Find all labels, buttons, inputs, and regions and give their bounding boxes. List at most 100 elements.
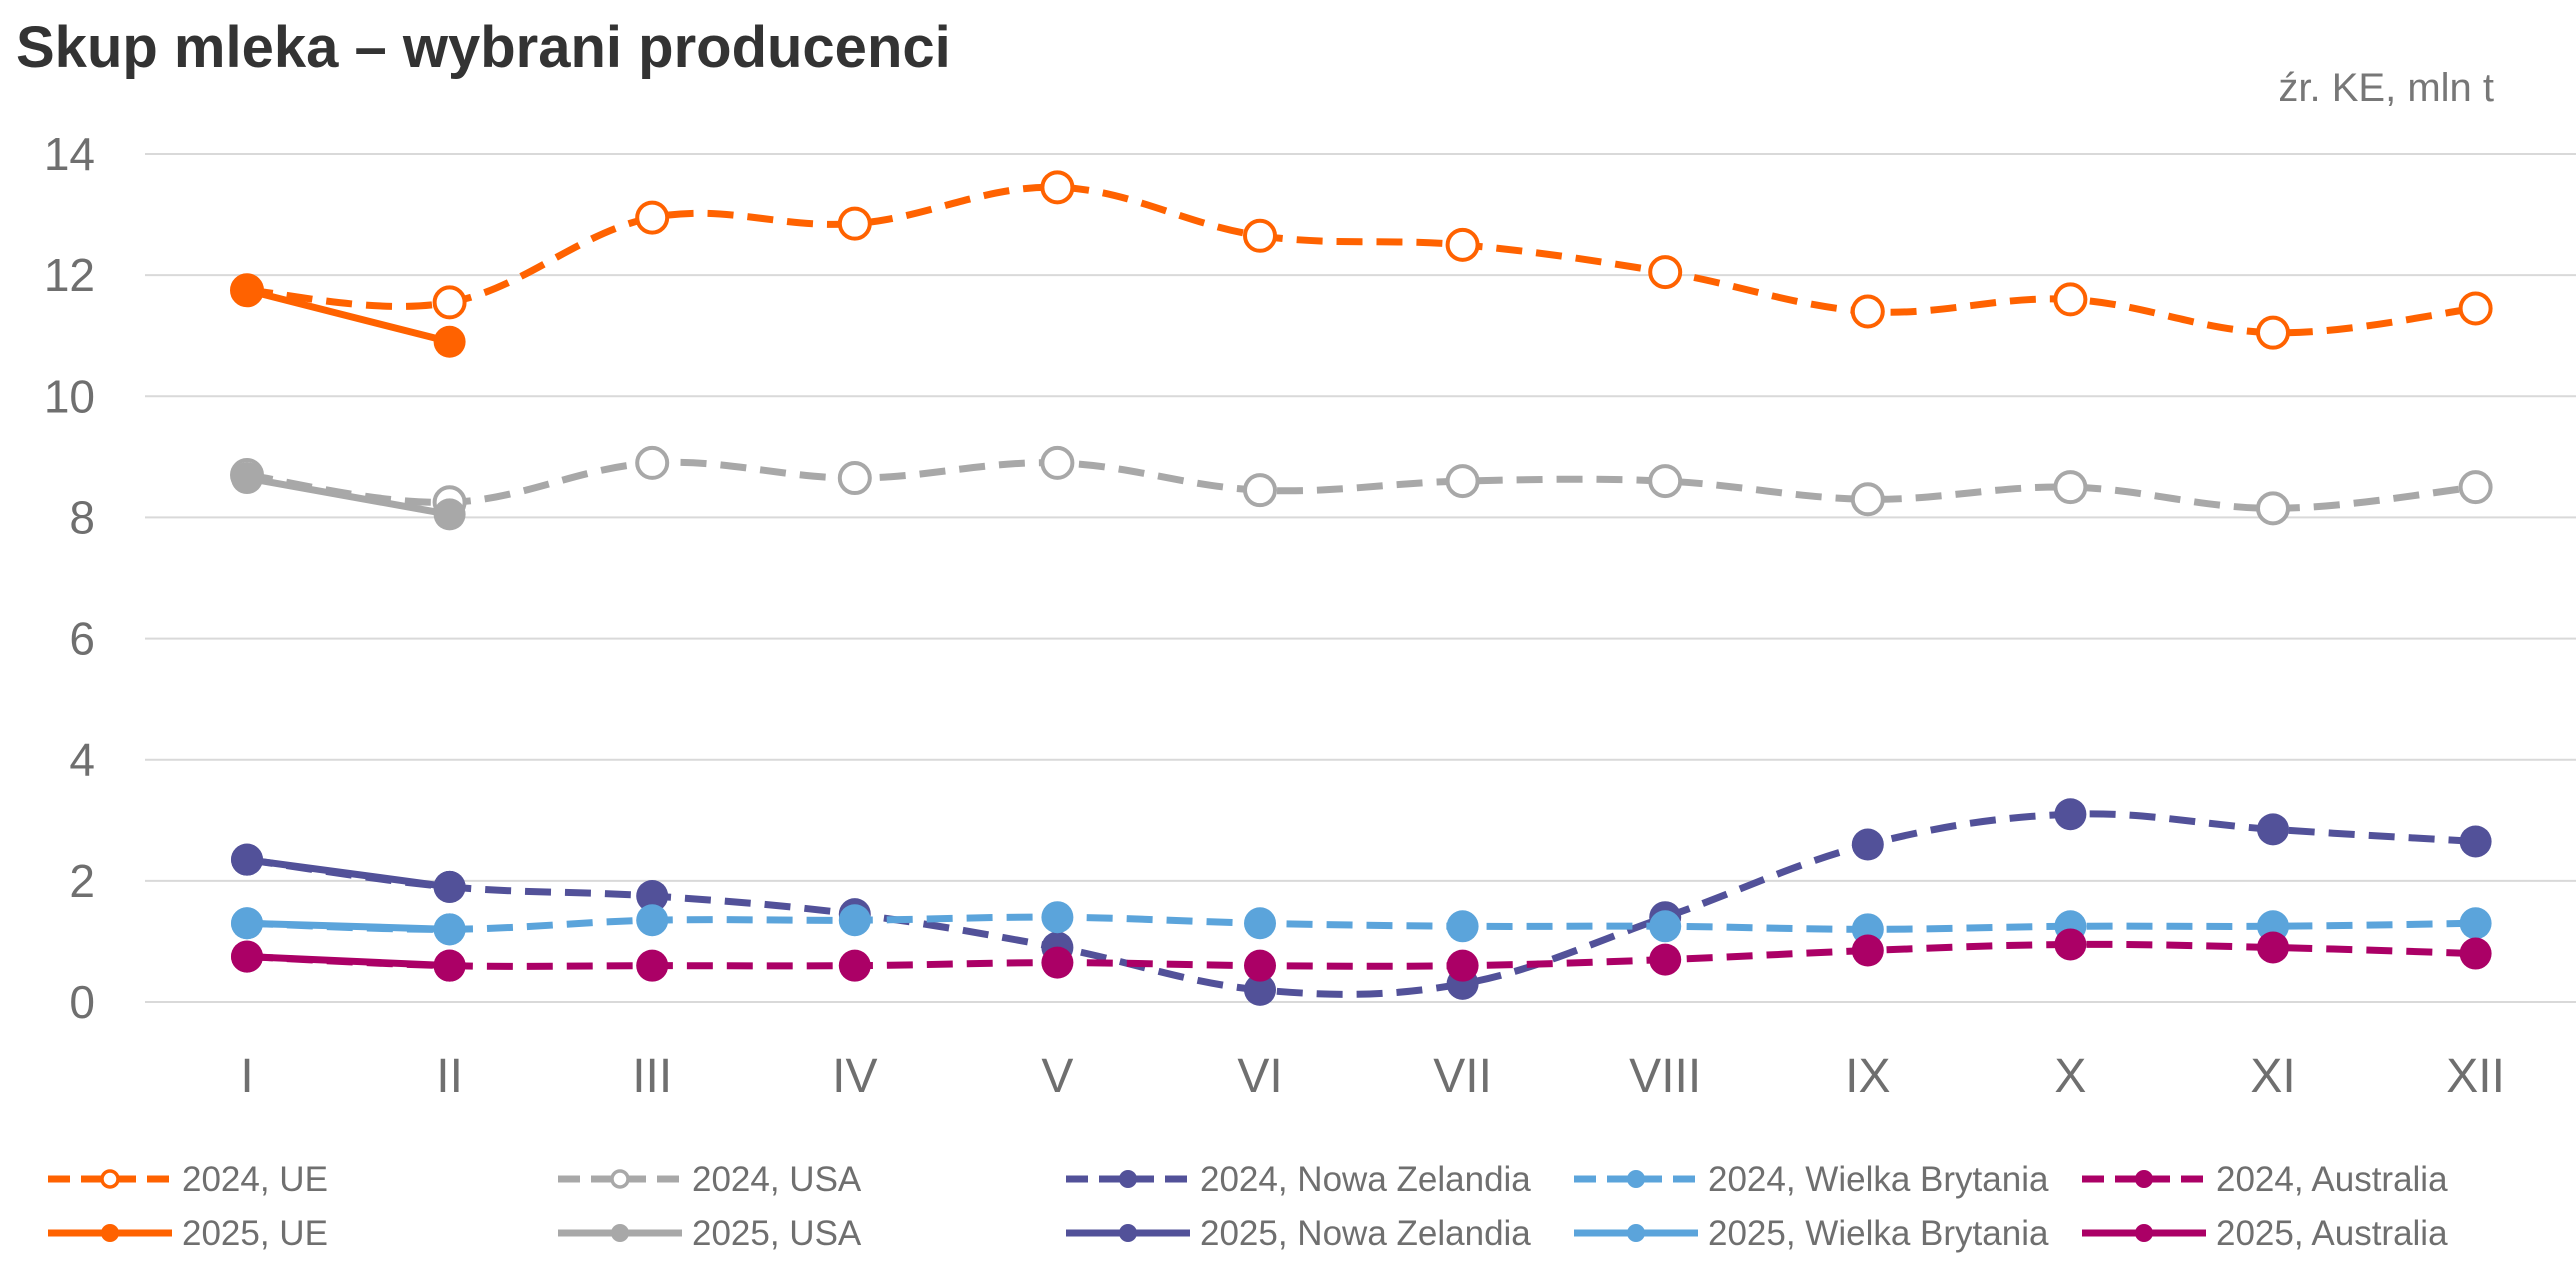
data-point <box>433 870 466 903</box>
x-tick-label: VI <box>1237 1050 1282 1103</box>
y-tick-label: 6 <box>69 613 95 665</box>
y-tick-label: 10 <box>44 370 95 422</box>
x-tick-label: VIII <box>1629 1050 1701 1103</box>
x-tick-label: XI <box>2250 1050 2295 1103</box>
y-tick-label: 0 <box>69 976 95 1028</box>
legend-item: 2025, UE <box>48 1214 328 1253</box>
data-point <box>2459 937 2492 970</box>
data-point <box>2054 928 2087 961</box>
series-line <box>246 953 450 970</box>
data-point <box>231 907 263 940</box>
legend-marker <box>610 1169 630 1189</box>
legend-marker <box>1119 1170 1137 1188</box>
legend-label: 2024, Nowa Zelandia <box>1200 1160 1531 1199</box>
y-tick-label: 12 <box>44 249 95 301</box>
legend-label: 2024, USA <box>692 1160 862 1199</box>
x-tick-label: IX <box>1845 1050 1890 1103</box>
data-point <box>1041 946 1074 979</box>
data-point <box>636 904 669 937</box>
data-point <box>636 880 669 912</box>
data-point <box>231 462 263 495</box>
y-tick-label: 4 <box>69 734 95 786</box>
series-line <box>246 810 2476 998</box>
data-point <box>432 285 467 320</box>
data-point <box>1850 294 1885 329</box>
series-line <box>246 913 2476 933</box>
data-point <box>2054 798 2087 831</box>
x-tick-label: III <box>632 1050 672 1103</box>
legend-item: 2025, Australia <box>2082 1214 2448 1253</box>
data-point <box>2053 470 2088 505</box>
series-line <box>246 183 2477 337</box>
data-point <box>635 200 670 235</box>
legend-label: 2025, Wielka Brytania <box>1708 1214 2049 1253</box>
data-point <box>2256 491 2290 526</box>
data-point <box>1445 464 1480 499</box>
series-line <box>246 856 451 891</box>
legend-item: 2024, USA <box>558 1160 862 1199</box>
series-2024-australia <box>231 928 2492 982</box>
data-point <box>1445 227 1480 262</box>
data-point <box>231 843 263 876</box>
data-point <box>1648 255 1683 290</box>
legend-marker <box>1627 1224 1645 1242</box>
legend: 2024, UE 2024, USA 2024, Nowa Zelandia 2024… <box>48 1160 2448 1253</box>
legend-marker <box>611 1224 629 1242</box>
legend-item: 2024, Wielka Brytania <box>1574 1160 2049 1199</box>
legend-label: 2024, Wielka Brytania <box>1708 1160 2049 1199</box>
series-2024-usa <box>230 445 2493 526</box>
legend-marker <box>101 1224 119 1242</box>
x-tick-label: I <box>240 1050 253 1103</box>
y-tick-label: 14 <box>44 128 95 180</box>
data-point <box>2257 931 2289 964</box>
y-tick-label: 8 <box>69 491 95 543</box>
legend-item: 2025, Wielka Brytania <box>1574 1214 2049 1253</box>
data-point <box>1851 828 1884 861</box>
data-point <box>2256 315 2290 350</box>
data-point <box>1244 949 1276 982</box>
x-tick-label: IV <box>832 1050 877 1103</box>
data-point <box>1041 901 1074 934</box>
x-tick-label: XII <box>2446 1050 2505 1103</box>
x-tick-label: II <box>436 1050 463 1103</box>
data-point <box>231 274 263 307</box>
y-tick-label: 2 <box>69 855 95 907</box>
x-tick-label: VII <box>1433 1050 1492 1103</box>
data-point <box>837 206 872 241</box>
data-point <box>837 461 872 496</box>
data-point <box>433 325 466 358</box>
data-point <box>2459 907 2492 940</box>
data-point <box>2458 470 2493 505</box>
series-line <box>246 940 2476 970</box>
data-point <box>1446 910 1479 943</box>
legend-item: 2024, Nowa Zelandia <box>1066 1160 1531 1199</box>
series-line <box>246 474 451 518</box>
data-point <box>1446 949 1479 982</box>
data-point <box>2053 282 2088 317</box>
series-line <box>246 919 450 933</box>
legend-marker <box>1119 1224 1137 1242</box>
legend-item: 2025, USA <box>558 1214 862 1253</box>
legend-label: 2025, UE <box>182 1214 328 1253</box>
data-point <box>1649 910 1682 943</box>
data-point <box>433 949 466 982</box>
legend-label: 2025, Nowa Zelandia <box>1200 1214 1531 1253</box>
data-point <box>1850 482 1885 517</box>
legend-label: 2024, UE <box>182 1160 328 1199</box>
data-point <box>433 913 466 946</box>
x-axis-ticks: I II III IV V VI VII VIII IX X XI XII <box>240 1050 2505 1103</box>
gridlines <box>145 153 2576 1003</box>
x-tick-label: X <box>2054 1050 2086 1103</box>
data-point <box>636 949 669 982</box>
data-point <box>1040 170 1075 205</box>
series-2024-wielka-brytania <box>231 901 2492 946</box>
data-point <box>1243 218 1277 253</box>
series-2025-wielka-brytania <box>231 907 466 946</box>
legend-item: 2024, UE <box>48 1160 328 1199</box>
series-lines <box>230 170 2493 1006</box>
legend-marker <box>100 1169 120 1189</box>
data-point <box>231 940 263 973</box>
series-line <box>246 286 451 346</box>
data-point <box>1851 934 1884 967</box>
